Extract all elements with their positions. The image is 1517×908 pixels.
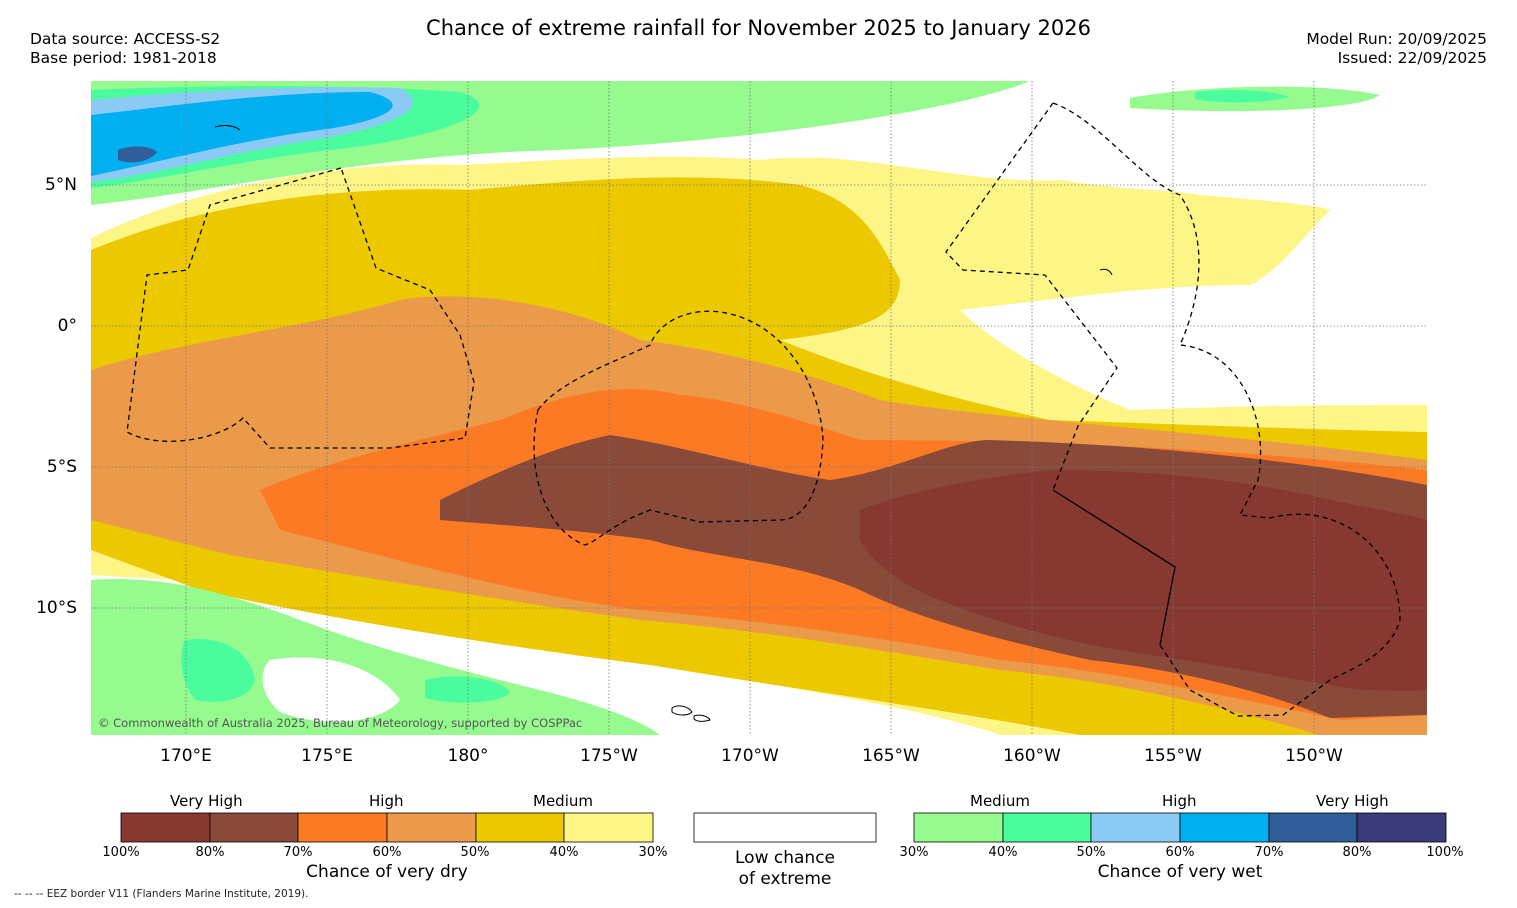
lat-label-5n: 5°N [44,175,77,195]
lon-label-175e: 175°E [301,746,353,766]
lon-label-170w: 170°W [721,746,779,766]
lon-label-160w: 160°W [1003,746,1061,766]
data-source: Data source: ACCESS-S2 [30,30,221,48]
lat-label-10s: 10°S [36,598,77,618]
low-chance-caption: Low chance of extreme [685,848,885,890]
wet-tick-50: 50% [1076,845,1106,860]
dry-tick-40: 40% [549,845,579,860]
dry-cat-medium: Medium [533,792,593,810]
dry-tick-80: 80% [195,845,225,860]
wet-tick-60: 60% [1165,845,1195,860]
wet-cat-very-high: Very High [1316,792,1389,810]
lon-label-165w: 165°W [862,746,920,766]
issued-date: Issued: 22/09/2025 [1337,49,1487,67]
wet-swatch-70-80 [1268,812,1358,843]
wet-swatch-50-60 [1090,812,1181,843]
dry-tick-100: 100% [102,845,140,860]
dry-tick-70: 70% [283,845,313,860]
wet-swatch-80-100 [1356,812,1447,843]
low-chance-swatch [693,812,877,843]
lon-label-180: 180° [447,746,489,766]
wet-cat-medium: Medium [970,792,1030,810]
dry-swatch-40-50 [475,812,565,843]
wet-tick-40: 40% [988,845,1018,860]
dry-swatch-80-100 [120,812,211,843]
data-info: Data source: ACCESS-S2 Base period: 1981… [30,30,220,68]
wet-tick-80: 80% [1342,845,1372,860]
wet-swatch-30-40 [913,812,1004,843]
model-run: Model Run: 20/09/2025 [1306,30,1487,48]
dry-tick-30: 30% [638,845,668,860]
wet-tick-30: 30% [899,845,929,860]
dry-swatch-30-40 [563,812,654,843]
dry-cat-high: High [369,792,404,810]
lon-label-170e: 170°E [160,746,212,766]
dry-swatch-60-70 [297,812,388,843]
wet-swatch-40-50 [1002,812,1092,843]
wet-colorbar [913,812,1447,843]
south-wet-40-area [181,639,255,702]
lon-label-155w: 155°W [1144,746,1202,766]
south-wet-40-area-2 [425,676,510,703]
eez-solid-border [1052,489,1176,646]
north-wet-60-area [91,92,393,176]
lat-label-0: 0° [57,316,77,336]
eez-borders [126,102,1401,717]
wet-swatch-60-70 [1179,812,1270,843]
dry-swatch-50-60 [386,812,477,843]
lon-label-175w: 175°W [580,746,638,766]
dry-colorbar [120,812,654,843]
north-wet-70-area [118,146,157,163]
eez-footnote: -- -- -- EEZ border V11 (Flanders Marine… [14,888,309,900]
low-chance-colorbar [693,812,877,843]
dry-swatch-70-80 [209,812,299,843]
run-info: Model Run: 20/09/2025 Issued: 22/09/2025 [1306,30,1487,68]
map-title: Chance of extreme rainfall for November … [426,16,1091,40]
island-outlines [214,125,1113,722]
wet-cat-high: High [1162,792,1197,810]
northeast-wet-40-area [1195,89,1290,103]
south-low-chance-area [262,657,400,722]
copyright-notice: © Commonwealth of Australia 2025, Bureau… [98,716,583,730]
lon-label-150w: 150°W [1285,746,1343,766]
gridlines [91,81,1427,735]
dry-caption: Chance of very dry [306,862,468,882]
dry-80-area [860,470,1427,691]
map-area [91,81,1427,735]
wet-tick-70: 70% [1254,845,1284,860]
base-period: Base period: 1981-2018 [30,49,217,67]
dry-tick-60: 60% [372,845,402,860]
wet-tick-100: 100% [1426,845,1464,860]
low-chance-line2: of extreme [738,869,832,889]
dry-tick-50: 50% [460,845,490,860]
lat-label-5s: 5°S [46,457,77,477]
dry-cat-very-high: Very High [170,792,243,810]
wet-caption: Chance of very wet [1097,862,1263,882]
low-chance-line1: Low chance [735,848,835,868]
